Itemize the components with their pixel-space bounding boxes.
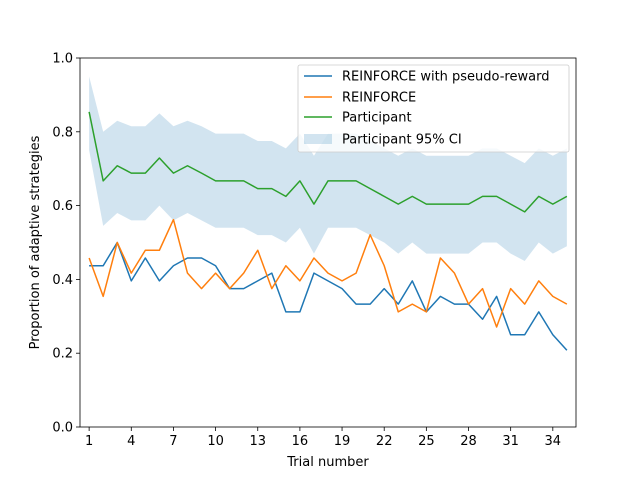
x-tick-label: 13	[249, 434, 266, 449]
x-tick-label: 25	[418, 434, 435, 449]
y-tick-label: 0.6	[52, 199, 73, 214]
x-tick-label: 1	[85, 434, 93, 449]
legend-swatch-participant-ci	[304, 134, 332, 144]
x-tick-label: 7	[169, 434, 177, 449]
legend: REINFORCE with pseudo-reward REINFORCE P…	[297, 64, 570, 153]
x-tick-label: 31	[502, 434, 519, 449]
legend-label-participant: Participant	[342, 111, 412, 126]
legend-label-reinforce: REINFORCE	[342, 91, 416, 106]
x-tick-label: 4	[127, 434, 135, 449]
x-tick-label: 19	[334, 434, 351, 449]
x-tick-label: 16	[292, 434, 309, 449]
axes-frame	[79, 57, 577, 428]
y-tick-label: 0.2	[52, 347, 73, 362]
x-axis-ticks: 1 4 7 10 13 16 19 22 25 28 31 34	[85, 427, 561, 449]
x-axis-label: Trial number	[286, 455, 369, 470]
y-tick-label: 0.4	[52, 273, 73, 288]
x-tick-label: 34	[545, 434, 562, 449]
x-tick-label: 22	[376, 434, 393, 449]
y-tick-label: 0.8	[52, 125, 73, 140]
series-line-reinforce	[88, 218, 568, 328]
y-axis-ticks: 0.0 0.2 0.4 0.6 0.8 1.0	[52, 52, 80, 436]
series-line-participant	[88, 111, 568, 213]
legend-label-participant-ci: Participant 95% CI	[342, 133, 462, 148]
x-tick-label: 28	[460, 434, 477, 449]
legend-label-pseudo-reward: REINFORCE with pseudo-reward	[342, 70, 549, 85]
participant-ci-band	[89, 76, 567, 261]
y-tick-label: 0.0	[52, 421, 73, 436]
x-tick-label: 10	[207, 434, 224, 449]
y-tick-label: 1.0	[52, 52, 73, 67]
y-axis-label: Proportion of adaptive strategies	[28, 135, 43, 349]
plot-area	[88, 76, 568, 351]
series-line-pseudo-reward	[89, 241, 568, 351]
legend-box	[297, 64, 570, 153]
